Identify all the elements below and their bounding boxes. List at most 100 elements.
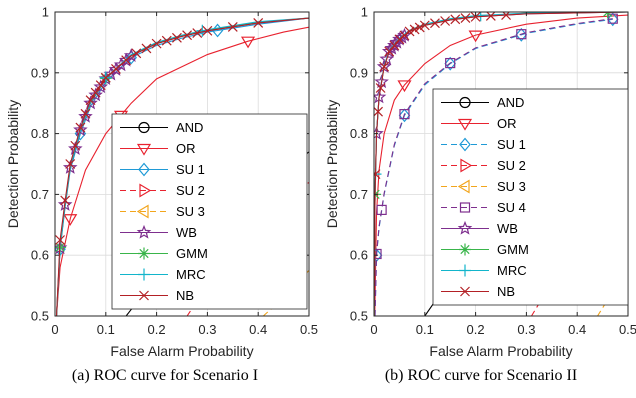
legend-item: AND: [120, 120, 203, 135]
legend: AND OR SU 1 SU 2 SU 3 WB GMM MRC NB: [111, 113, 308, 310]
data-point: [121, 55, 132, 66]
legend-label: NB: [497, 284, 515, 299]
y-tick-label: 0.8: [350, 126, 368, 141]
legend-marker: [136, 224, 152, 239]
legend-label: WB: [497, 221, 518, 236]
y-tick-label: 0.7: [31, 187, 49, 202]
data-point: [399, 30, 410, 41]
legend-label: OR: [176, 141, 196, 156]
data-point: [379, 61, 390, 72]
x-tick-label: 0.1: [97, 322, 115, 337]
legend-marker: [459, 137, 471, 152]
data-point: [90, 87, 101, 98]
data-point: [73, 122, 88, 137]
legend-label: OR: [497, 116, 517, 131]
chart-panel-1: 0 0.1 0.2 0.3 0.4 0.5 0.5 0.6 0.7 0.8 0.9 1 False Al…: [5, 5, 318, 385]
data-point: [404, 26, 415, 37]
legend-item: GMM: [441, 242, 529, 257]
legend-item: SU 1: [441, 137, 526, 152]
data-point: [384, 46, 395, 57]
series-group: [55, 17, 309, 316]
x-tick-label: 0.5: [619, 322, 636, 337]
data-point: [95, 80, 106, 91]
figure-caption: (a) ROC curve for Scenario I: [72, 367, 258, 384]
legend-marker: [139, 290, 149, 301]
legend-marker: [138, 247, 150, 260]
data-point: [85, 95, 96, 106]
legend-label: MRC: [497, 263, 527, 278]
x-tick-label: 0.3: [517, 322, 535, 337]
data-point: [419, 20, 430, 31]
legend-box: [432, 88, 629, 306]
legend-item: AND: [441, 95, 524, 110]
legend-marker: [457, 118, 473, 131]
data-point: [375, 83, 386, 93]
legend-label: NB: [176, 288, 194, 303]
x-tick-label: 0: [370, 322, 377, 337]
legend-label: WB: [176, 225, 197, 240]
data-point: [606, 12, 619, 27]
data-point: [470, 12, 481, 22]
data-point: [607, 13, 618, 24]
data-point: [374, 169, 381, 180]
data-point: [65, 159, 76, 169]
data-point: [460, 13, 471, 24]
data-point: [379, 51, 394, 66]
series-su-4: [374, 13, 618, 316]
data-point: [374, 248, 382, 260]
y-tick-label: 1: [42, 5, 49, 20]
y-tick-label: 0.9: [31, 65, 49, 80]
data-point: [70, 140, 81, 151]
legend-item: NB: [441, 284, 515, 299]
legend-item: OR: [120, 141, 196, 156]
data-point: [161, 35, 172, 46]
data-point: [376, 204, 387, 216]
data-point: [141, 43, 152, 54]
chart-panel-2: 0 0.1 0.2 0.3 0.4 0.5 0.5 0.6 0.7 0.8 0.9 1 False Al…: [324, 5, 636, 385]
legend-marker: [459, 202, 471, 213]
data-point: [387, 37, 402, 52]
data-point: [398, 108, 411, 123]
data-point: [93, 79, 108, 94]
legend: AND OR SU 1 SU 2 SU 3 SU 4 WB GMM MRC NB: [432, 88, 629, 306]
data-point: [409, 24, 420, 35]
legend-label: MRC: [176, 267, 206, 282]
y-tick-label: 0.5: [350, 309, 368, 324]
x-tick-label: 0.4: [249, 322, 267, 337]
legend-marker: [139, 183, 152, 198]
legend-label: GMM: [176, 246, 208, 261]
data-point: [131, 48, 142, 59]
data-point: [444, 56, 456, 71]
x-axis-label: False Alarm Probability: [429, 343, 572, 359]
x-tick-label: 0.2: [467, 322, 485, 337]
series-line: [55, 26, 309, 316]
legend-item: SU 4: [441, 200, 526, 215]
legend-item: SU 2: [441, 158, 526, 173]
data-point: [78, 108, 93, 123]
x-tick-label: 0.1: [416, 322, 434, 337]
series-line: [374, 18, 613, 316]
legend-item: SU 3: [441, 179, 526, 194]
data-point: [75, 122, 86, 133]
legend-item: SU 2: [120, 183, 205, 198]
data-point: [68, 141, 83, 155]
y-tick-label: 0.5: [31, 309, 49, 324]
y-tick-label: 0.6: [31, 248, 49, 263]
legend-marker: [138, 162, 150, 177]
legend-marker: [459, 264, 471, 277]
x-tick-label: 0.4: [568, 322, 586, 337]
data-point: [485, 12, 496, 21]
legend-item: WB: [441, 220, 518, 236]
x-tick-label: 0.5: [300, 322, 318, 337]
legend-marker: [457, 220, 473, 235]
legend-marker: [460, 158, 473, 173]
legend-item: MRC: [120, 267, 206, 282]
legend-marker: [459, 243, 471, 256]
data-point: [445, 57, 456, 69]
series-nb: [55, 17, 309, 316]
data-point: [88, 87, 103, 102]
data-point: [227, 21, 238, 32]
data-point: [63, 214, 78, 226]
y-tick-label: 0.7: [350, 187, 368, 202]
